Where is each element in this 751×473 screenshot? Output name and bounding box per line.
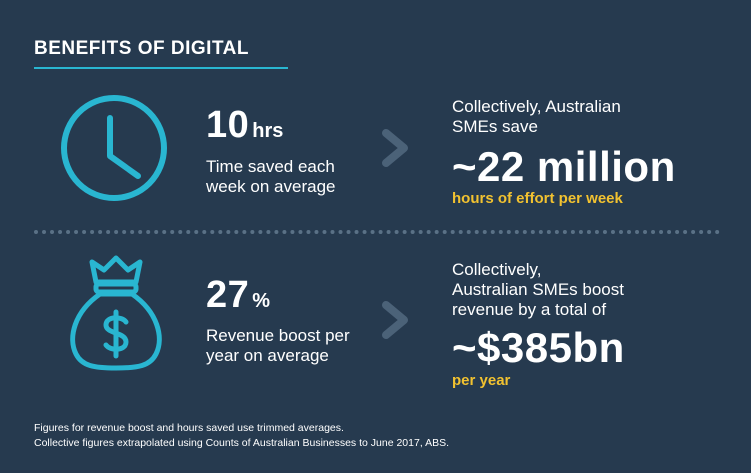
revenue-collective-line2: Australian SMEs boost bbox=[452, 280, 624, 299]
hours-collective-line1: Collectively, Australian bbox=[452, 97, 621, 116]
time-stat-value: 10 bbox=[206, 104, 250, 146]
section-divider bbox=[34, 230, 720, 234]
revenue-stat-unit: % bbox=[252, 290, 271, 312]
footnote-2: Collective figures extrapolated using Co… bbox=[34, 437, 449, 449]
page-title: BENEFITS OF DIGITAL bbox=[34, 38, 249, 59]
money-bag-icon bbox=[70, 255, 162, 371]
revenue-stat-value: 27 bbox=[206, 274, 250, 316]
clock-icon bbox=[61, 95, 167, 201]
revenue-stat-label-line1: Revenue boost per bbox=[206, 326, 350, 345]
revenue-figure-caption: per year bbox=[452, 372, 511, 389]
hours-collective-text: Collectively, Australian SMEs save bbox=[452, 97, 621, 137]
revenue-stat: 27% bbox=[206, 274, 270, 317]
time-stat: 10 hrs bbox=[206, 104, 283, 147]
time-stat-label-line2: week on average bbox=[206, 177, 336, 196]
revenue-stat-label-line2: year on average bbox=[206, 346, 329, 365]
revenue-figure: ~$385bn bbox=[452, 324, 625, 371]
revenue-collective-text: Collectively, Australian SMEs boost reve… bbox=[452, 260, 624, 320]
chevron-right-icon bbox=[382, 129, 408, 167]
hours-collective-line2: SMEs save bbox=[452, 117, 538, 136]
revenue-collective-line1: Collectively, bbox=[452, 260, 542, 279]
title-underline bbox=[34, 67, 288, 69]
chevron-right-icon bbox=[382, 301, 408, 339]
hours-figure-caption: hours of effort per week bbox=[452, 190, 623, 207]
revenue-collective-line3: revenue by a total of bbox=[452, 300, 607, 319]
footnote-1: Figures for revenue boost and hours save… bbox=[34, 422, 344, 434]
time-stat-unit: hrs bbox=[252, 120, 284, 142]
time-stat-label-line1: Time saved each bbox=[206, 157, 335, 176]
hours-figure: ~22 million bbox=[452, 143, 676, 190]
time-stat-label: Time saved each week on average bbox=[206, 157, 335, 197]
revenue-stat-label: Revenue boost per year on average bbox=[206, 326, 350, 366]
